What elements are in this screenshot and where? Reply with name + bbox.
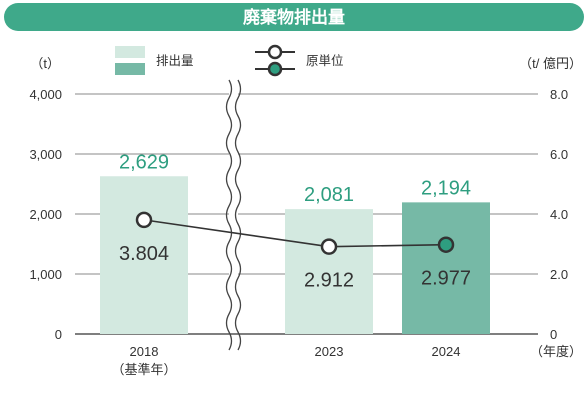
axis-ticks: 0 1,000 2,000 3,000 4,000 0 2.0 4.0 6.0 8.0 2018 （基… [29, 87, 568, 377]
y-right-tick-label: 8.0 [550, 87, 568, 102]
legend-line-label: 原単位 [306, 53, 344, 68]
x-category-label: 2024 [432, 344, 461, 359]
y-right-tick-label: 4.0 [550, 207, 568, 222]
axis-break-wave [225, 79, 233, 351]
rate-marker [135, 211, 153, 229]
y-left-tick-label: 0 [55, 327, 62, 342]
rate-value-label: 3.804 [119, 243, 169, 265]
x-category-note: （基準年） [111, 362, 176, 377]
bar [402, 202, 490, 334]
legend: 排出量 原単位 [115, 44, 344, 77]
bar [285, 209, 373, 334]
y-left-tick-label: 2,000 [29, 207, 62, 222]
y-left-unit: （t） [30, 56, 60, 71]
axis-break [225, 79, 242, 351]
y-left-tick-label: 4,000 [29, 87, 62, 102]
bar-value-label: 2,081 [304, 184, 354, 206]
legend-bar-label: 排出量 [156, 53, 194, 68]
title-banner: 廃棄物排出量 [4, 3, 584, 31]
y-right-tick-label: 2.0 [550, 267, 568, 282]
y-left-tick-label: 3,000 [29, 147, 62, 162]
rate-marker [437, 236, 455, 253]
chart-title: 廃棄物排出量 [243, 7, 345, 28]
legend-marker-white [267, 44, 283, 60]
legend-marker-green [267, 61, 283, 77]
x-unit: （年度） [530, 344, 582, 359]
y-right-tick-label: 0 [550, 327, 557, 342]
x-category-label: 2023 [315, 344, 344, 359]
y-right-tick-label: 6.0 [550, 147, 568, 162]
bar-value-label: 2,629 [119, 151, 169, 173]
rate-marker [320, 238, 338, 255]
axis-break-band [229, 80, 238, 332]
x-category-label: 2018 [130, 344, 159, 359]
axis-break-wave [234, 79, 242, 351]
legend-swatch-dark [115, 63, 145, 75]
bar-value-label: 2,194 [421, 177, 471, 199]
rate-value-label: 2.912 [304, 270, 354, 292]
y-right-unit: （t/ 億円） [519, 56, 582, 71]
rate-line [135, 211, 455, 255]
data-labels: 2,629 2,081 2,194 3.804 2.912 2.977 [119, 151, 471, 291]
y-left-tick-label: 1,000 [29, 267, 62, 282]
title-background [4, 3, 584, 31]
legend-swatch-light [115, 46, 145, 58]
rate-value-label: 2.977 [421, 268, 471, 290]
bar [100, 176, 188, 334]
bars [100, 176, 490, 334]
